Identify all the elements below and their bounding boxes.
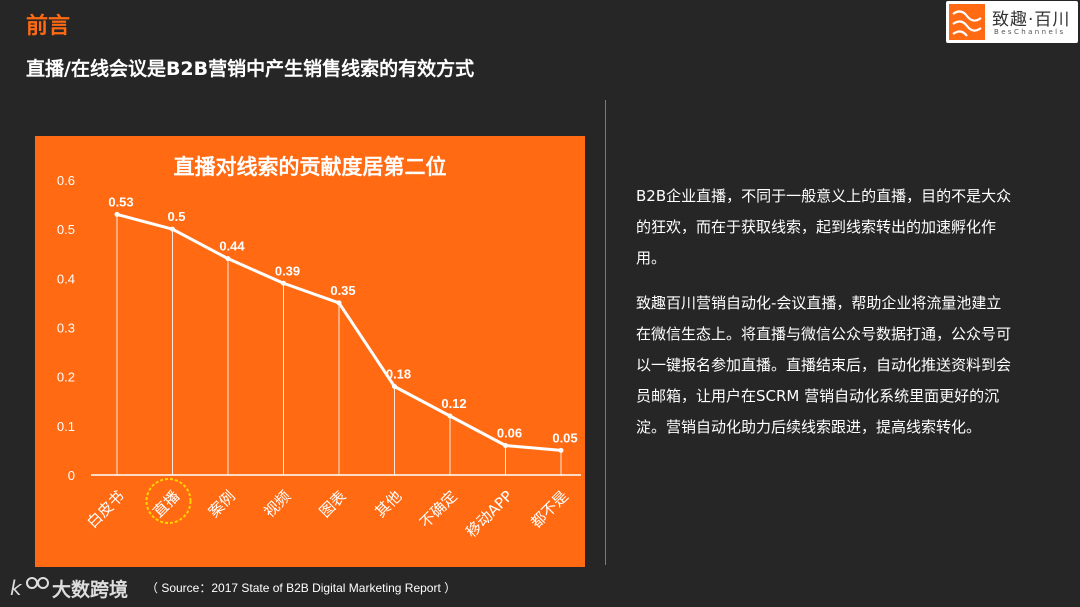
data-label: 0.18: [386, 367, 411, 382]
data-label: 0.5: [167, 209, 185, 224]
data-point: [447, 413, 453, 419]
data-point: [336, 300, 342, 306]
x-category-label: 视频: [260, 487, 294, 521]
y-tick-label: 0.4: [57, 271, 75, 286]
description-paragraph-2: 致趣百川营销自动化-会议直播，帮助企业将流量池建立在微信生态上。将直播与微信公众…: [636, 294, 1012, 436]
page-headline: 直播/在线会议是B2B营销中产生销售线索的有效方式: [26, 58, 475, 80]
chart-panel: 直播对线索的贡献度居第二位 0 0.1 0.2 0.3 0.4 0.5 0.6 0.53 0.5 0…: [35, 136, 585, 567]
vertical-divider: [605, 100, 606, 565]
x-category-label: 直播: [149, 487, 183, 521]
logo-name-en: BesChannels: [994, 28, 1066, 36]
source-citation: （ Source：2017 State of B2B Digital Marke…: [146, 581, 457, 595]
data-point: [170, 226, 175, 232]
chart-title: 直播对线索的贡献度居第二位: [174, 155, 447, 179]
section-title: 前言: [26, 14, 71, 39]
logo-name-cn: 致趣·百川: [992, 10, 1071, 30]
x-category-label: 其他: [371, 487, 405, 521]
data-label: 0.53: [108, 194, 133, 209]
x-category-label: 移动APP: [462, 487, 516, 541]
y-tick-label: 0.6: [57, 173, 75, 188]
data-point: [558, 447, 564, 453]
y-tick-label: 0.2: [57, 370, 75, 385]
x-category-label: 都不是: [527, 487, 572, 532]
y-tick-label: 0.3: [57, 321, 75, 336]
svg-text:k: k: [10, 576, 23, 600]
data-label: 0.44: [219, 239, 245, 254]
description-block: B2B企业直播，不同于一般意义上的直播，目的不是大众的狂欢，而在于获取线索，起到…: [636, 181, 1016, 457]
x-category-label: 白皮书: [83, 487, 128, 532]
line-chart: 直播对线索的贡献度居第二位 0 0.1 0.2 0.3 0.4 0.5 0.6 0.53 0.5 0…: [57, 155, 581, 541]
data-label: 0.05: [552, 430, 577, 445]
y-tick-label: 0.1: [57, 419, 75, 434]
data-point: [114, 211, 120, 217]
y-tick-label: 0: [68, 468, 75, 483]
footer-logo-icon: k: [10, 576, 49, 600]
x-category-label: 不确定: [416, 487, 461, 532]
x-category-label: 图表: [316, 487, 350, 521]
x-category-label: 案例: [205, 487, 239, 521]
data-point: [392, 384, 397, 389]
data-label: 0.35: [330, 283, 355, 298]
data-point: [503, 443, 508, 448]
y-tick-label: 0.5: [57, 222, 75, 237]
data-point: [281, 280, 286, 286]
data-label: 0.39: [275, 263, 300, 278]
data-label: 0.06: [497, 426, 522, 441]
footer-brand: 大数跨境: [52, 579, 129, 601]
logo-mark-icon: [949, 4, 985, 40]
highlight-circle: [145, 478, 192, 524]
data-point: [225, 256, 231, 262]
description-paragraph-1: B2B企业直播，不同于一般意义上的直播，目的不是大众的狂欢，而在于获取线索，起到…: [636, 187, 1012, 267]
data-label: 0.12: [441, 396, 466, 411]
company-logo: 致趣·百川 BesChannels: [946, 1, 1078, 43]
